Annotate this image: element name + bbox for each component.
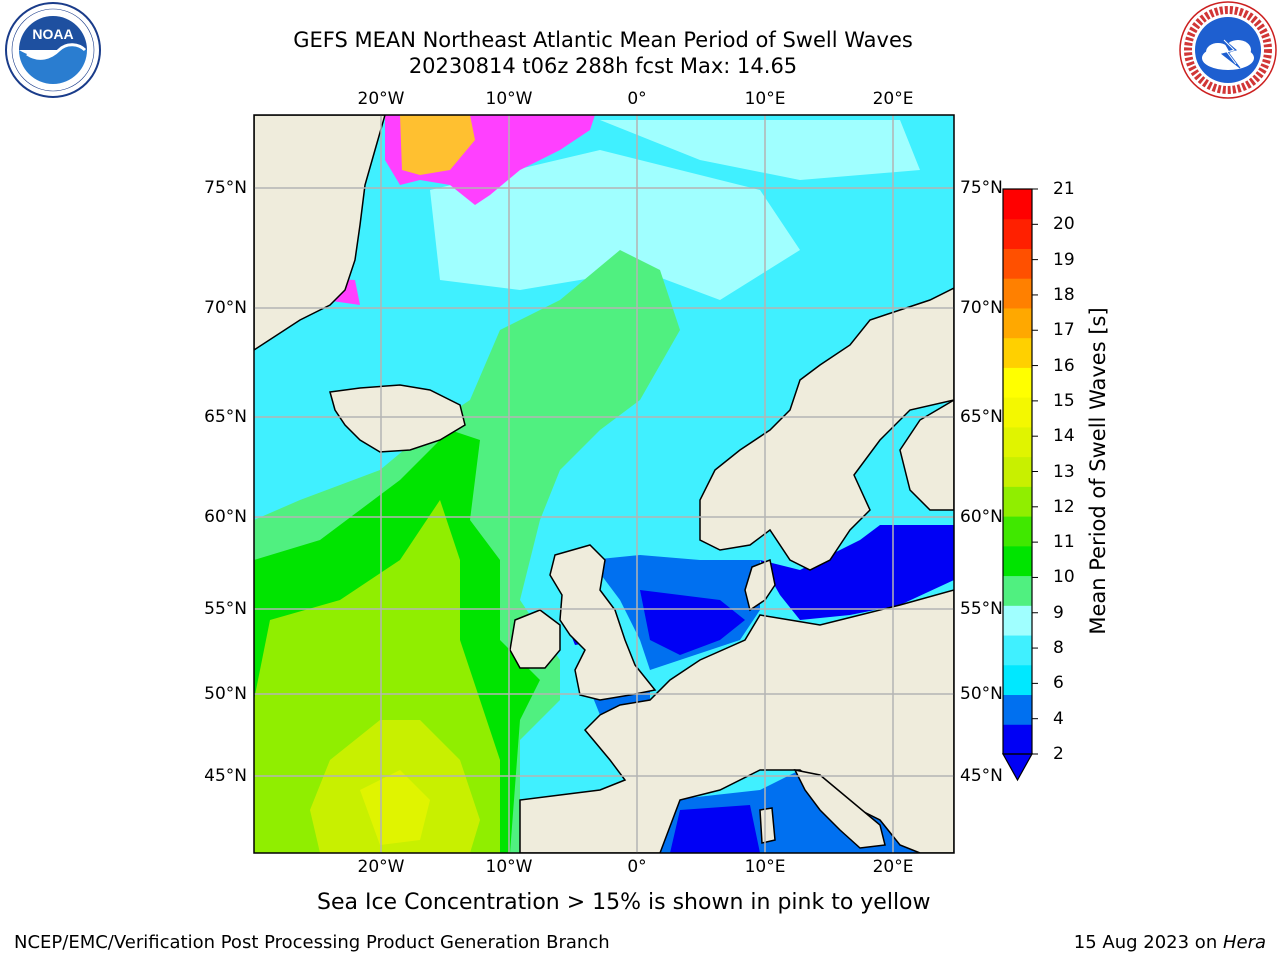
noaa-logo-text: NOAA [32,26,73,42]
lon-label-top: 0° [627,89,647,109]
lat-label-left: 65°N [204,407,247,427]
lon-label-top: 20°E [872,89,914,109]
lon-label-bottom: 0° [627,857,647,877]
colorbar-tick-label: 6 [1053,673,1064,694]
lat-label-right: 75°N [960,178,1003,198]
graticule [254,115,954,853]
colorbar-segment [1003,307,1032,339]
colorbar-segment [1003,189,1032,220]
colorbar-tick-label: 16 [1053,355,1075,376]
colorbar-segment [1003,337,1032,368]
colorbar-segment [1003,278,1032,309]
colorbar-tick-label: 4 [1053,708,1064,729]
footer-host: Hera [1222,932,1266,953]
yellow-core [360,770,430,845]
lon-label-bottom: 20°W [357,857,405,877]
finland-land [899,399,954,511]
lat-label-left: 50°N [204,684,247,704]
sardinia-land [759,807,776,844]
footer-credit: NCEP/EMC/Verification Post Processing Pr… [14,932,610,953]
lat-label-right: 50°N [960,684,1003,704]
italy-land [793,768,886,849]
lat-label-left: 75°N [204,178,247,198]
colorbar-tick-label: 8 [1053,638,1064,659]
lat-label-left: 60°N [204,507,247,527]
scandinavia-land [699,287,954,571]
map-subtitle: 20230814 t06z 288h fcst Max: 14.65 [408,54,798,78]
colorbar-tick-label: 20 [1053,214,1075,235]
greenland-land [254,115,386,351]
lon-label-top: 20°W [357,89,405,109]
colorbar-segment [1003,426,1032,458]
colorbar-label: Mean Period of Swell Waves [s] [1086,307,1110,635]
colorbar-segment [1003,635,1032,666]
lon-label-bottom: 10°E [744,857,786,877]
colorbar-tick-label: 19 [1053,249,1075,270]
colorbar-tick-label: 13 [1053,461,1075,482]
colorbar-tick-label: 10 [1053,567,1075,588]
colorbar-tick-label: 11 [1053,532,1075,553]
north-sea-deep-blue [640,590,745,655]
colorbar-segment [1003,397,1032,428]
noaa-logo: NOAA [5,2,101,98]
colorbar-segment [1003,545,1032,577]
colorbar-segment [1003,605,1032,636]
lat-label-right: 65°N [960,407,1003,427]
colorbar-tick-label: 18 [1053,284,1075,305]
lon-label-top: 10°E [744,89,786,109]
lat-label-right: 70°N [960,298,1003,318]
land-areas [254,115,954,853]
lat-label-right: 60°N [960,507,1003,527]
colorbar-segment [1003,248,1032,279]
lat-label-right: 45°N [960,766,1003,786]
lat-label-left: 70°N [204,298,247,318]
colorbar-segment [1003,516,1032,547]
colorbar-tick-label: 21 [1053,179,1075,199]
lat-label-left: 55°N [204,599,247,619]
colorbar-segment [1003,724,1032,755]
colorbar-tick-label: 9 [1053,602,1064,623]
colorbar-segment [1003,575,1032,606]
map-frame [253,114,955,854]
ireland-land [509,609,561,669]
colorbar-segment [1003,664,1032,696]
nws-logo [1179,1,1277,99]
colorbar-tick-label: 2 [1053,744,1064,764]
footer-date: 15 Aug 2023 on Hera [1073,932,1266,953]
colorbar-segment [1003,486,1032,517]
colorbar-tick-label: 15 [1053,390,1075,411]
sea-ice-orange [400,115,475,175]
north-pale-zone-2 [600,120,920,180]
britain-land [549,544,657,701]
lon-label-bottom: 10°W [485,857,533,877]
colorbar-tick-label: 12 [1053,496,1075,517]
map-title: GEFS MEAN Northeast Atlantic Mean Period… [293,28,913,52]
colorbar-segment [1003,218,1032,249]
lon-label-top: 10°W [485,89,533,109]
colorbar-segment [1003,694,1032,725]
colorbar [1001,188,1038,782]
lat-label-right: 55°N [960,599,1003,619]
colorbar-extend-arrow [1001,753,1034,782]
colorbar-segment [1003,367,1032,398]
colorbar-segment [1003,456,1032,487]
med-deep-blue [670,805,760,853]
baltic-low-swell [760,525,954,620]
lat-label-left: 45°N [204,766,247,786]
iceland-land [329,384,466,453]
colorbar-tick-label: 17 [1053,320,1075,341]
colorbar-tick-label: 14 [1053,426,1075,447]
lon-label-bottom: 20°E [872,857,914,877]
